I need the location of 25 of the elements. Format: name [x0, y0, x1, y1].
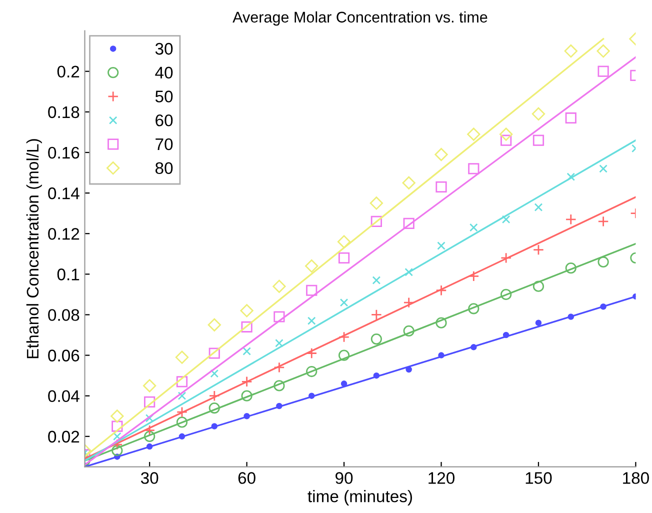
y-tick-label: 0.06	[48, 350, 80, 362]
y-tick-label: 0.2	[57, 66, 80, 78]
legend-label: 50	[155, 90, 173, 102]
legend-label: 60	[156, 114, 173, 126]
legend-label: 30	[155, 42, 173, 55]
y-tick-label: 0.08	[48, 309, 80, 321]
y-tick-label: 0.18	[48, 106, 80, 118]
x-tick-label: 120	[428, 472, 455, 484]
x-axis-title: time (minutes)	[308, 490, 412, 506]
chart-title: Average Molar Concentration vs. time	[232, 11, 488, 26]
y-tick-label: 0.12	[48, 228, 80, 240]
x-tick-label: 30	[140, 472, 158, 484]
x-tick-label: 150	[526, 472, 552, 484]
y-tick-label: 0.02	[48, 430, 80, 443]
y-tick-label: 0.16	[48, 146, 80, 159]
x-tick-label: 180	[623, 472, 649, 484]
y-tick-label: 0.14	[48, 187, 80, 200]
x-tick-label: 90	[336, 472, 353, 484]
y-tick-label: 0.04	[48, 390, 80, 402]
y-tick-label: 0.1	[57, 268, 80, 280]
y-axis-title: Ethanol Concentration (mol/L)	[26, 139, 42, 358]
legend-label: 80	[155, 162, 173, 174]
legend-label: 70	[156, 138, 173, 150]
x-tick-label: 60	[238, 472, 256, 484]
legend-label: 40	[155, 66, 173, 79]
